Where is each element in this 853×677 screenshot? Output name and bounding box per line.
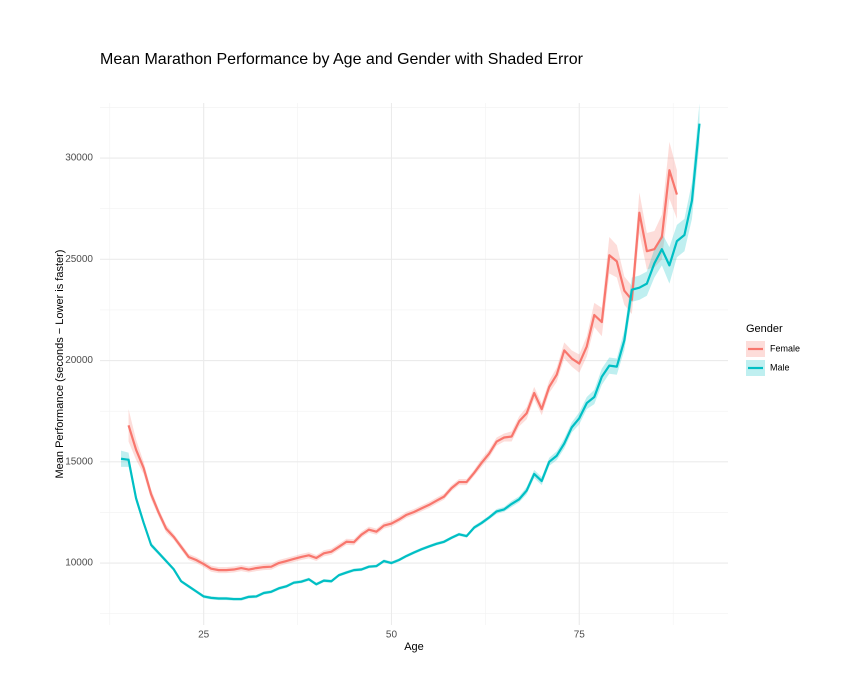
error-band [128, 141, 677, 574]
grid [100, 103, 728, 625]
y-tick-label: 30000 [65, 153, 93, 164]
y-tick-label: 10000 [65, 558, 93, 569]
x-tick-label: 75 [574, 630, 586, 641]
error-band [121, 103, 700, 601]
line [120, 123, 701, 601]
legend-title: Gender [746, 323, 783, 335]
x-tick-label: 50 [386, 630, 398, 641]
y-tick-label: 15000 [65, 456, 93, 467]
x-tick-label: 25 [198, 630, 210, 641]
y-tick-label: 20000 [65, 355, 93, 366]
legend-label: Female [770, 343, 800, 353]
chart-title: Mean Marathon Performance by Age and Gen… [100, 51, 584, 68]
legend-label: Male [770, 362, 790, 372]
y-axis-label: Mean Performance (seconds − Lower is fas… [54, 250, 66, 479]
x-axis-label: Age [404, 641, 424, 653]
y-tick-label: 25000 [65, 254, 93, 265]
line [127, 169, 678, 572]
